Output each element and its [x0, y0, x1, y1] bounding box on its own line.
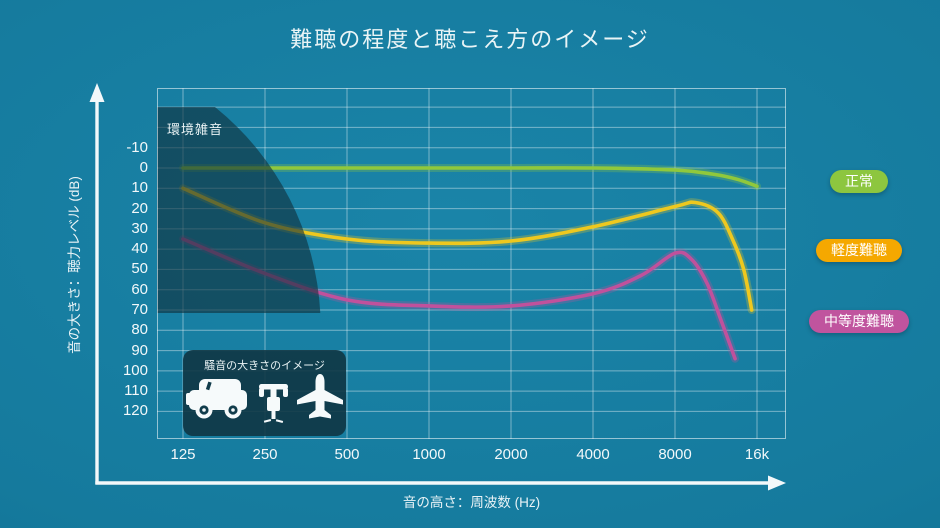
legend-badge-moderate: 中等度難聴 [809, 310, 909, 333]
hearing-curves [179, 163, 761, 363]
x-tick-label: 2000 [494, 446, 528, 463]
y-tick-label: 110 [124, 382, 148, 399]
legend-badge-normal: 正常 [830, 170, 888, 193]
y-tick-label: 40 [131, 240, 148, 257]
audiogram-plot [157, 88, 786, 439]
y-tick-label: 30 [131, 220, 148, 237]
x-tick-label: 125 [170, 446, 196, 463]
y-tick-label: 90 [131, 342, 148, 359]
x-tick-label: 4000 [576, 446, 610, 463]
x-tick-label: 250 [252, 446, 278, 463]
curve-moderate [181, 237, 737, 361]
noise-icons [186, 374, 343, 423]
noise-box-label: 騒音の大きさのイメージ [204, 360, 325, 372]
y-tick-label: 0 [139, 159, 148, 176]
y-tick-label: 70 [131, 301, 148, 318]
y-tick-label: 10 [131, 179, 148, 196]
environmental-noise-region [157, 107, 321, 313]
x-tick-label: 1000 [412, 446, 446, 463]
x-tick-label: 8000 [658, 446, 692, 463]
x-axis-title: 音の高さ：周波数 (Hz) [402, 495, 541, 510]
legend-badge-mild: 軽度難聴 [816, 239, 902, 262]
noise-loudness-box: 騒音の大きさのイメージ [183, 350, 346, 436]
plot-border [157, 88, 786, 439]
y-tick-label: 60 [131, 281, 148, 298]
y-tick-label: 100 [122, 362, 148, 379]
jackhammer-icon [259, 384, 288, 423]
noise-region-label: 環境雑音 [167, 122, 224, 137]
y-tick-label: -10 [126, 139, 148, 156]
y-axis-title: 音の大きさ：聴力レベル (dB) [67, 176, 82, 354]
car-icon [186, 379, 247, 419]
airplane-icon [297, 374, 343, 419]
curve-normal [181, 166, 759, 189]
x-tick-label: 16k [744, 446, 770, 463]
y-tick-label: 50 [131, 260, 148, 277]
y-tick-label: 20 [131, 200, 148, 217]
x-tick-label: 500 [334, 446, 360, 463]
curve-mild [181, 186, 754, 312]
page-title: 難聴の程度と聴こえ方のイメージ [290, 27, 650, 52]
x-axis-arrow [95, 475, 786, 491]
y-tick-label: 80 [131, 321, 148, 338]
y-tick-label: 120 [122, 402, 148, 419]
